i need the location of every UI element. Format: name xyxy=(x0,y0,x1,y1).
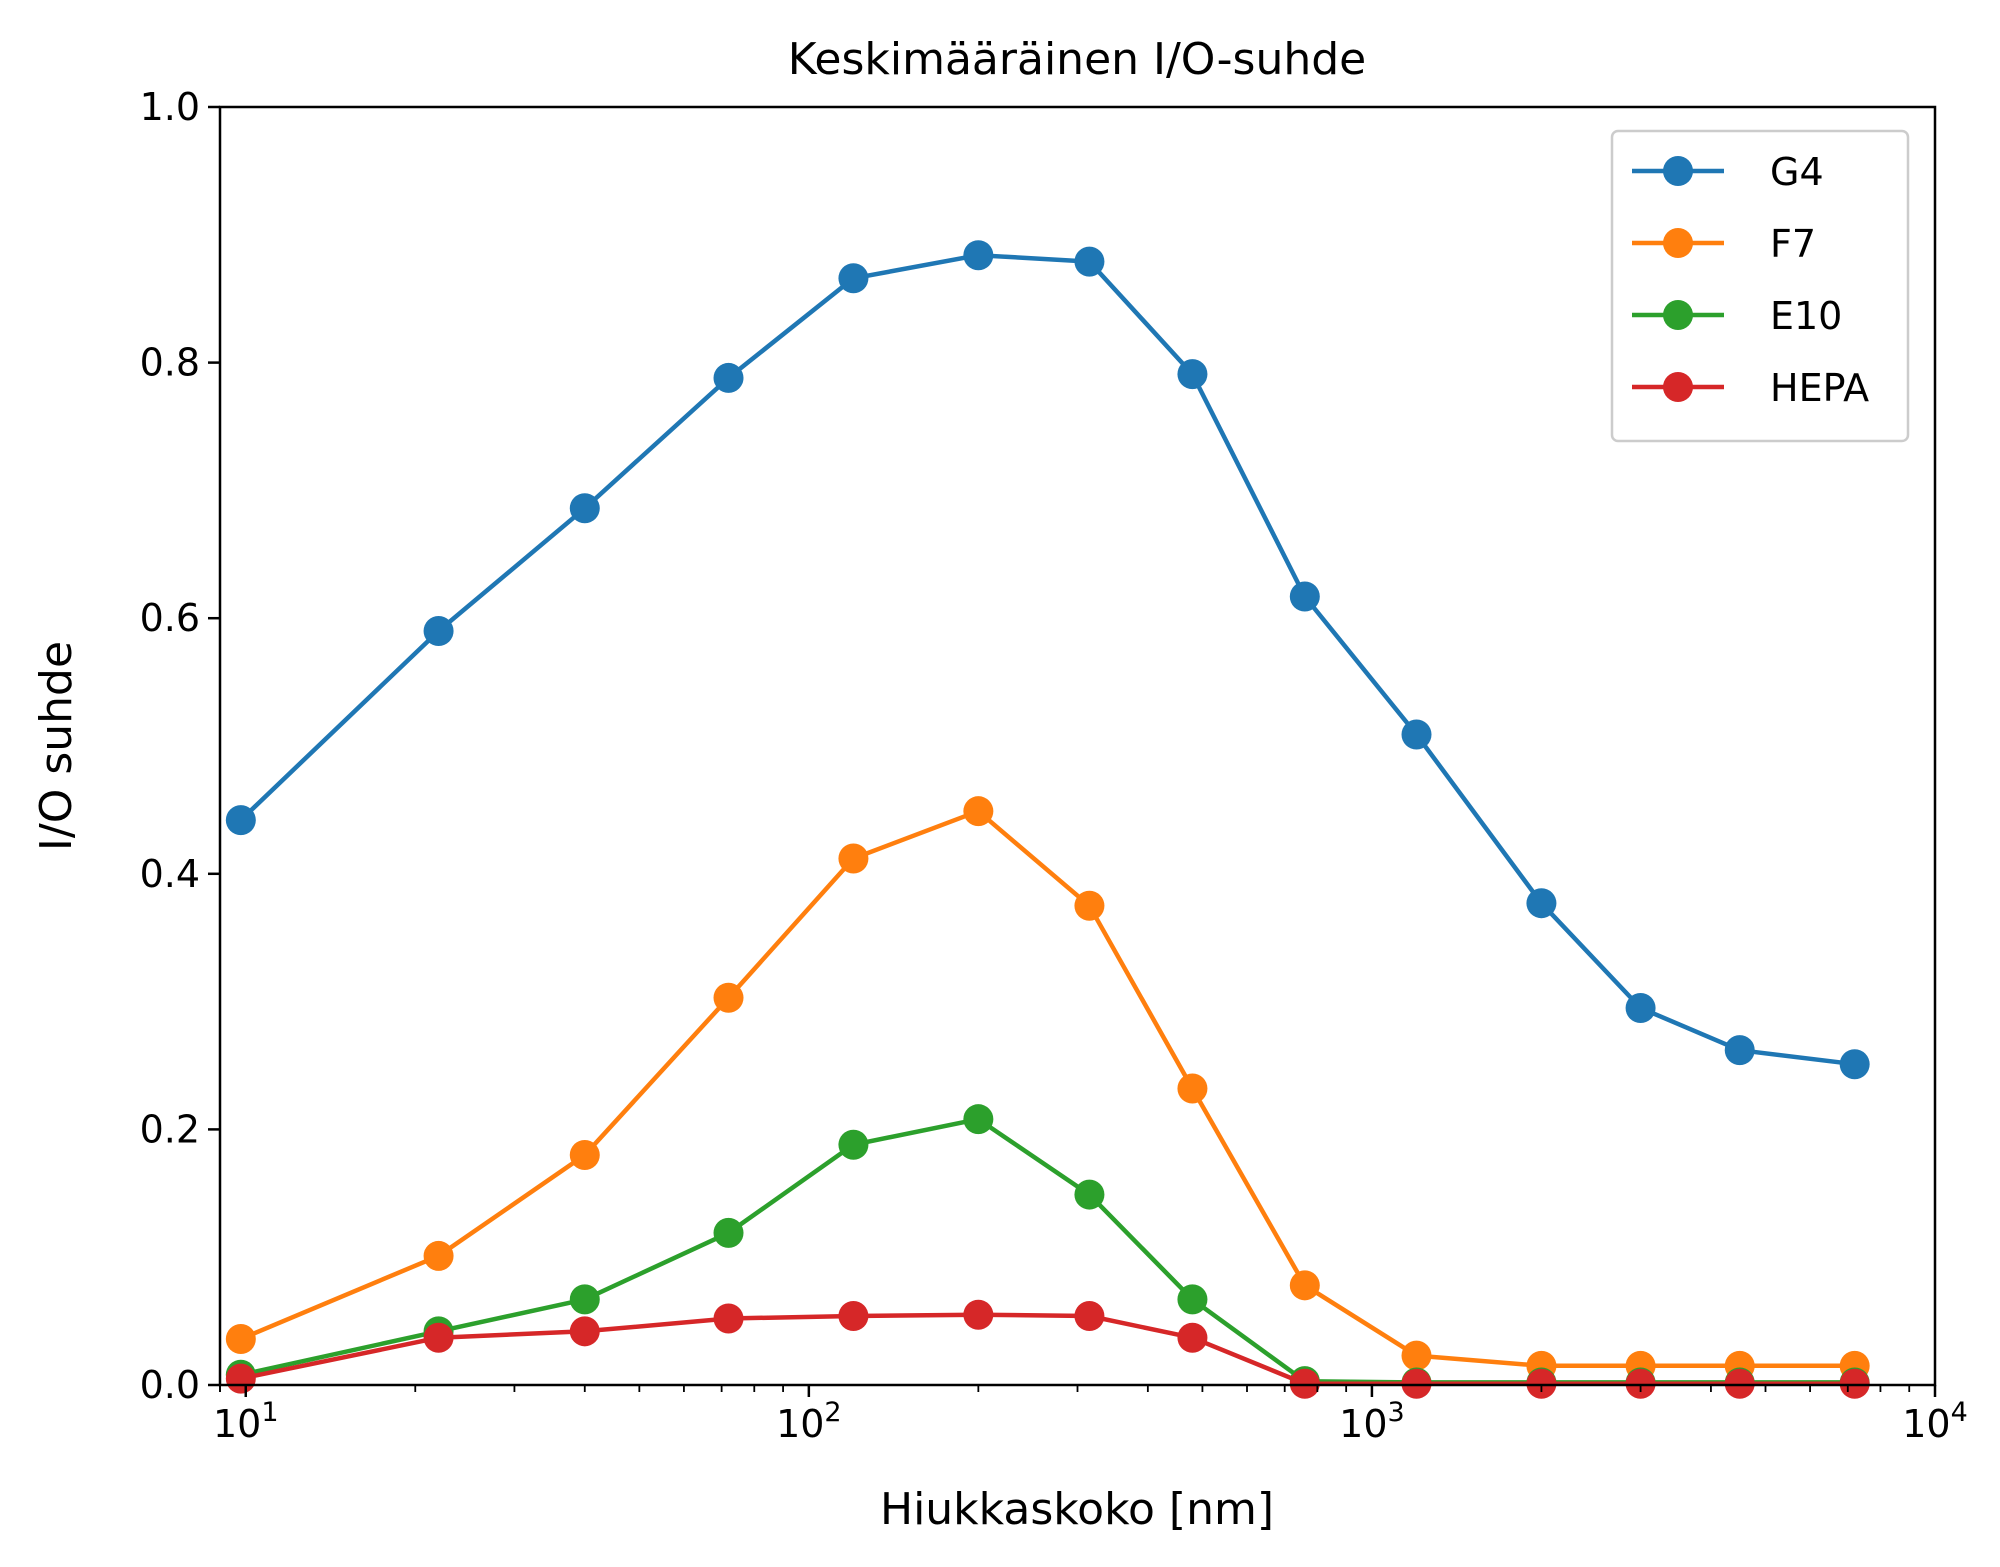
data-point xyxy=(1401,719,1432,750)
data-point xyxy=(569,1139,600,1170)
legend-marker xyxy=(1663,228,1693,258)
data-point xyxy=(1289,1270,1320,1301)
data-point xyxy=(713,1303,744,1334)
data-point xyxy=(1625,992,1656,1023)
data-point xyxy=(1625,1368,1656,1399)
legend-marker xyxy=(1663,372,1693,402)
y-tick-label: 0.6 xyxy=(140,596,200,640)
data-point xyxy=(225,1363,256,1394)
data-point xyxy=(225,805,256,836)
legend-item: F7 xyxy=(1632,222,1816,266)
data-point xyxy=(569,493,600,524)
legend-marker xyxy=(1663,156,1693,186)
x-tick-exponent: 3 xyxy=(1388,1397,1405,1428)
data-point xyxy=(963,1299,994,1330)
data-point xyxy=(1074,246,1105,277)
data-point xyxy=(1177,1073,1208,1104)
data-point xyxy=(1177,359,1208,390)
x-tick-base: 10 xyxy=(776,1402,824,1446)
data-point xyxy=(1401,1368,1432,1399)
legend-marker xyxy=(1663,300,1693,330)
data-point xyxy=(1289,1368,1320,1399)
data-point xyxy=(1724,1035,1755,1066)
data-point xyxy=(1526,1368,1557,1399)
data-point xyxy=(1289,581,1320,612)
series-hepa xyxy=(225,1299,1870,1399)
y-axis-label: I/O suhde xyxy=(31,641,82,851)
data-point xyxy=(838,1300,869,1331)
data-point xyxy=(423,1322,454,1353)
data-point xyxy=(1074,890,1105,921)
x-axis-label: Hiukkaskoko [nm] xyxy=(880,1484,1274,1535)
data-point xyxy=(838,263,869,294)
legend-label: G4 xyxy=(1770,150,1824,194)
legend-item: G4 xyxy=(1632,150,1824,194)
data-point xyxy=(713,982,744,1013)
legend: G4 F7 E10 HEPA xyxy=(1610,129,1910,443)
y-tick-label: 0.4 xyxy=(140,852,200,896)
data-point xyxy=(225,1323,256,1354)
x-tick-label: 101 xyxy=(213,1397,279,1446)
data-point xyxy=(569,1284,600,1315)
data-point xyxy=(838,1129,869,1160)
data-point xyxy=(423,1240,454,1271)
series-g4 xyxy=(225,240,1870,1080)
data-point xyxy=(713,362,744,393)
x-tick-label: 103 xyxy=(1339,1397,1405,1446)
data-point xyxy=(1074,1179,1105,1210)
y-tick-label: 0.2 xyxy=(140,1107,200,1151)
x-tick-exponent: 2 xyxy=(824,1397,841,1428)
data-point xyxy=(1839,1049,1870,1080)
x-tick-base: 10 xyxy=(1902,1402,1950,1446)
data-point xyxy=(1074,1300,1105,1331)
data-point xyxy=(963,1104,994,1135)
x-tick-label: 102 xyxy=(776,1397,842,1446)
data-point xyxy=(838,843,869,874)
data-point xyxy=(1724,1368,1755,1399)
legend-label: F7 xyxy=(1770,222,1816,266)
data-point xyxy=(963,796,994,827)
data-point xyxy=(1401,1340,1432,1371)
data-point xyxy=(1839,1368,1870,1399)
x-tick-label: 104 xyxy=(1902,1397,1968,1446)
legend-label: E10 xyxy=(1770,294,1842,338)
x-axis-ticks: 101 102 103 104 xyxy=(213,1385,1968,1446)
legend-frame xyxy=(1610,129,1910,443)
data-point xyxy=(423,615,454,646)
legend-label: HEPA xyxy=(1770,366,1869,410)
data-point xyxy=(569,1316,600,1347)
x-tick-base: 10 xyxy=(1339,1402,1387,1446)
y-tick-label: 0.0 xyxy=(140,1363,200,1407)
y-axis-ticks: 0.0 0.2 0.4 0.6 0.8 1.0 xyxy=(140,85,220,1407)
data-point xyxy=(1177,1322,1208,1353)
data-point xyxy=(1526,888,1557,919)
legend-item: HEPA xyxy=(1632,366,1869,410)
series-line xyxy=(240,1312,1855,1386)
series-f7 xyxy=(225,796,1870,1381)
y-tick-label: 0.8 xyxy=(140,341,200,385)
legend-item: E10 xyxy=(1632,294,1842,338)
data-point xyxy=(963,240,994,271)
x-tick-exponent: 1 xyxy=(261,1397,278,1428)
x-tick-base: 10 xyxy=(213,1402,261,1446)
chart-title: Keskimääräinen I/O-suhde xyxy=(788,34,1367,85)
data-point xyxy=(713,1217,744,1248)
series-line xyxy=(239,808,1855,1369)
series-line xyxy=(239,252,1855,1067)
data-point xyxy=(1177,1284,1208,1315)
series-layer xyxy=(225,240,1870,1399)
x-tick-exponent: 4 xyxy=(1951,1397,1968,1428)
y-tick-label: 1.0 xyxy=(140,85,200,129)
